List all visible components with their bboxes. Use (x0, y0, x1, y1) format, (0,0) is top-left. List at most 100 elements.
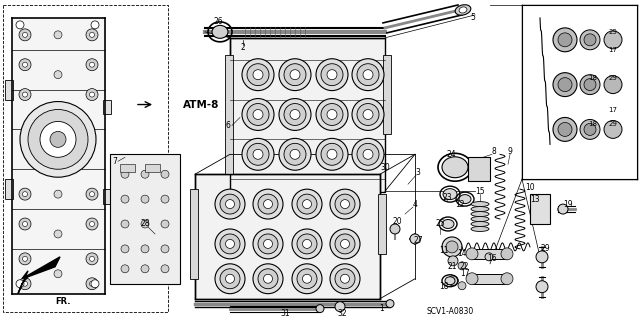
Text: 22: 22 (460, 262, 468, 271)
Circle shape (54, 71, 62, 79)
Circle shape (258, 234, 278, 254)
Text: 10: 10 (525, 183, 535, 192)
Circle shape (141, 220, 149, 228)
Circle shape (363, 109, 373, 120)
Circle shape (284, 143, 306, 165)
Circle shape (410, 234, 420, 244)
Bar (110, 154, 180, 284)
Ellipse shape (471, 211, 489, 217)
Circle shape (553, 117, 577, 141)
Circle shape (253, 229, 283, 259)
Text: 21: 21 (447, 262, 457, 271)
Text: 4: 4 (413, 200, 417, 209)
Bar (13, 19, 104, 293)
Text: 18: 18 (588, 122, 597, 128)
Circle shape (466, 273, 478, 285)
Bar (472, 274, 507, 284)
Circle shape (340, 240, 349, 249)
Circle shape (91, 280, 99, 288)
Circle shape (558, 122, 572, 137)
Circle shape (442, 237, 462, 257)
Circle shape (121, 245, 129, 253)
Circle shape (264, 240, 273, 249)
Circle shape (292, 264, 322, 294)
Circle shape (584, 34, 596, 46)
Circle shape (22, 192, 28, 197)
Circle shape (19, 253, 31, 265)
Circle shape (161, 265, 169, 273)
Circle shape (19, 29, 31, 41)
Circle shape (22, 221, 28, 226)
Circle shape (220, 269, 240, 289)
Circle shape (247, 143, 269, 165)
Circle shape (536, 281, 548, 293)
Circle shape (121, 265, 129, 273)
Circle shape (501, 248, 513, 260)
Circle shape (485, 253, 493, 261)
Circle shape (54, 230, 62, 238)
Circle shape (558, 33, 572, 47)
Text: 17: 17 (460, 269, 470, 278)
Text: 32: 32 (337, 309, 347, 318)
Circle shape (90, 192, 95, 197)
Circle shape (580, 120, 600, 139)
Circle shape (604, 121, 622, 138)
Ellipse shape (442, 219, 454, 228)
Circle shape (316, 138, 348, 170)
Polygon shape (18, 257, 60, 294)
Circle shape (553, 28, 577, 52)
Text: 6: 6 (225, 121, 230, 130)
Ellipse shape (445, 277, 455, 285)
Circle shape (303, 274, 312, 283)
Ellipse shape (459, 195, 471, 204)
Text: 31: 31 (280, 309, 290, 318)
Circle shape (321, 64, 343, 85)
Bar (383, 55, 391, 134)
Circle shape (264, 274, 273, 283)
Circle shape (225, 274, 234, 283)
Circle shape (321, 104, 343, 125)
Circle shape (446, 241, 458, 253)
Circle shape (253, 189, 283, 219)
Ellipse shape (471, 217, 489, 221)
Circle shape (357, 64, 379, 85)
Circle shape (161, 245, 169, 253)
Circle shape (90, 32, 95, 37)
Text: 11: 11 (439, 246, 449, 256)
Text: 8: 8 (492, 147, 497, 156)
Bar (472, 249, 507, 259)
Text: 28: 28 (140, 219, 150, 228)
Circle shape (357, 143, 379, 165)
Circle shape (161, 195, 169, 203)
Circle shape (604, 76, 622, 93)
Circle shape (458, 282, 466, 290)
Text: 26: 26 (213, 18, 223, 26)
Circle shape (220, 234, 240, 254)
Circle shape (54, 110, 62, 118)
Ellipse shape (471, 207, 489, 211)
Circle shape (284, 104, 306, 125)
Text: 2: 2 (241, 43, 245, 52)
Text: 18: 18 (588, 75, 597, 81)
Circle shape (22, 62, 28, 67)
Circle shape (501, 273, 513, 285)
Circle shape (242, 59, 274, 91)
Circle shape (363, 70, 373, 80)
Ellipse shape (471, 226, 489, 232)
Text: ATM-8: ATM-8 (183, 100, 220, 109)
Text: 14: 14 (457, 249, 467, 258)
Bar (190, 189, 198, 279)
Circle shape (253, 149, 263, 159)
Circle shape (297, 269, 317, 289)
Circle shape (86, 218, 98, 230)
Text: 12: 12 (455, 200, 465, 209)
Circle shape (215, 229, 245, 259)
Circle shape (86, 59, 98, 71)
Circle shape (141, 170, 149, 178)
Circle shape (242, 138, 274, 170)
Circle shape (536, 251, 548, 263)
Text: 15: 15 (475, 187, 485, 196)
Circle shape (40, 122, 76, 157)
Circle shape (340, 200, 349, 209)
Circle shape (290, 70, 300, 80)
